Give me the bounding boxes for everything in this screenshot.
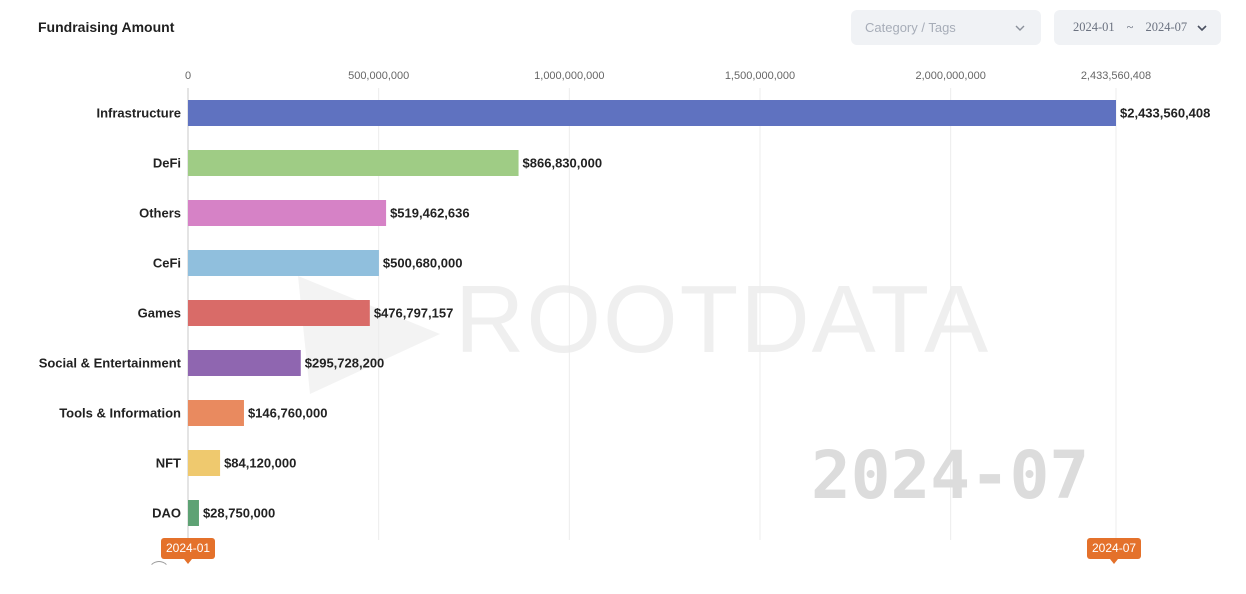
chevron-down-icon [1197, 24, 1207, 31]
bar [188, 300, 370, 326]
x-tick-label: 2,433,560,408 [1081, 70, 1151, 82]
bar-value-label: $2,433,560,408 [1120, 106, 1210, 121]
bar [188, 100, 1116, 126]
chevron-down-icon [1015, 25, 1025, 31]
timeline-end-marker[interactable]: 2024-07 [1087, 538, 1142, 564]
bar [188, 450, 221, 476]
bar-value-label: $28,750,000 [203, 506, 275, 521]
bar-value-label: $146,760,000 [248, 406, 328, 421]
category-label: DAO [152, 506, 181, 521]
bar-value-label: $500,680,000 [383, 256, 463, 271]
category-label: NFT [156, 456, 181, 471]
bar-value-label: $866,830,000 [523, 156, 603, 171]
category-label: DeFi [153, 156, 181, 171]
category-select-placeholder: Category / Tags [865, 20, 956, 35]
current-period-watermark: 2024-07 [811, 437, 1090, 514]
timeline-play-handle[interactable] [148, 561, 170, 583]
bar [188, 150, 519, 176]
x-tick-label: 1,000,000,000 [534, 70, 604, 82]
date-from: 2024-01 [1073, 20, 1115, 34]
bar [188, 500, 199, 526]
category-label: Tools & Information [59, 406, 181, 421]
bar-value-label: $84,120,000 [224, 456, 296, 471]
bar [188, 350, 301, 376]
category-label: Games [138, 306, 181, 321]
bar [188, 200, 387, 226]
x-tick-label: 1,500,000,000 [725, 70, 795, 82]
category-label: CeFi [153, 256, 181, 271]
category-select[interactable]: Category / Tags [851, 10, 1041, 45]
category-label: Infrastructure [96, 106, 181, 121]
bar-value-label: $295,728,200 [305, 356, 385, 371]
date-to: 2024-07 [1145, 20, 1188, 34]
bar-value-label: $476,797,157 [374, 306, 454, 321]
date-separator: ~ [1126, 20, 1134, 34]
category-label: Others [139, 206, 181, 221]
x-tick-label: 0 [185, 70, 191, 82]
bar [188, 250, 379, 276]
x-tick-label: 500,000,000 [348, 70, 409, 82]
category-label: Social & Entertainment [39, 356, 182, 371]
x-tick-label: 2,000,000,000 [915, 70, 985, 82]
chart-title: Fundraising Amount [38, 19, 175, 35]
timeline-start-marker[interactable]: 2024-01 [161, 538, 216, 564]
date-range: 2024-01 ~ 2024-07 [1073, 20, 1187, 35]
bar [188, 400, 244, 426]
bar-value-label: $519,462,636 [390, 206, 470, 221]
watermark-brand: ROOTDATA [455, 266, 991, 373]
date-range-select[interactable]: 2024-01 ~ 2024-07 [1054, 10, 1221, 45]
